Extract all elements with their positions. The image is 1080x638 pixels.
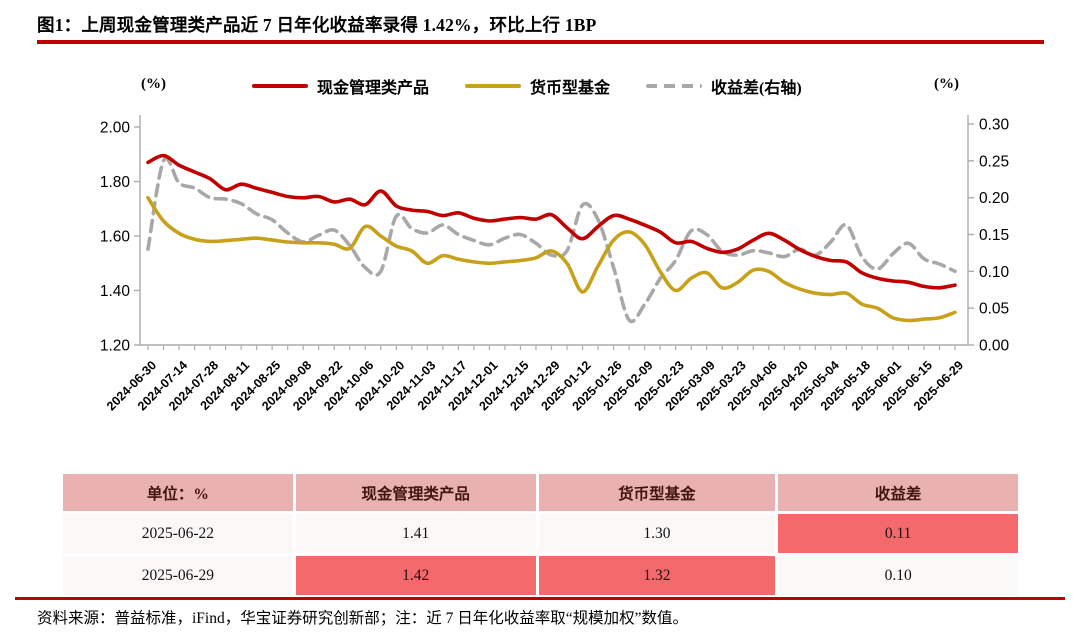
svg-text:2.00: 2.00: [100, 120, 131, 137]
table-header-spread: 收益差: [778, 474, 1018, 511]
svg-text:0.10: 0.10: [979, 264, 1010, 281]
table-header-fund: 货币型基金: [538, 474, 776, 511]
summary-table: 单位：% 现金管理类产品 货币型基金 收益差 2025-06-22 1.41 1…: [63, 474, 1018, 595]
svg-text:0.30: 0.30: [979, 117, 1010, 134]
table-cell-date: 2025-06-29: [63, 556, 293, 595]
footer-divider: [15, 597, 1065, 600]
svg-text:1.40: 1.40: [100, 283, 131, 300]
legend-item-money-funds: 货币型基金: [465, 74, 610, 98]
svg-text:0.00: 0.00: [979, 338, 1010, 355]
legend-label: 收益差(右轴): [711, 80, 802, 97]
chart-legend: 现金管理类产品 货币型基金 收益差(右轴): [252, 74, 802, 98]
line-chart: 2.00 1.80 1.60 1.40 1.20 0.30 0.25 0.20 0.15 0.10…: [100, 115, 1010, 413]
table-cell-value: 0.10: [778, 556, 1018, 595]
gold-line-swatch: [465, 83, 522, 89]
legend-label: 现金管理类产品: [317, 80, 430, 97]
legend-label: 货币型基金: [530, 80, 611, 97]
title-divider: [37, 40, 1044, 44]
left-axis-unit: (%): [141, 76, 166, 92]
table-cell-value: 1.30: [538, 514, 776, 553]
page-title: 图1：上周现金管理类产品近 7 日年化收益率录得 1.42%，环比上行 1BP: [37, 15, 597, 35]
svg-text:0.20: 0.20: [979, 190, 1010, 207]
legend-item-cash-products: 现金管理类产品: [252, 74, 429, 98]
table-cell-value: 1.41: [295, 514, 536, 553]
table-cell-value: 1.42: [295, 556, 536, 595]
table-cell-value: 1.32: [538, 556, 776, 595]
table-cell-value: 0.11: [778, 514, 1018, 553]
red-line-swatch: [252, 83, 308, 89]
right-axis-unit: (%): [934, 76, 959, 92]
svg-text:0.15: 0.15: [979, 227, 1009, 244]
svg-text:1.60: 1.60: [100, 229, 131, 246]
svg-text:0.25: 0.25: [979, 153, 1009, 170]
svg-text:1.80: 1.80: [100, 174, 131, 191]
gray-dashed-swatch: [646, 83, 703, 89]
table-cell-date: 2025-06-22: [63, 514, 293, 553]
legend-item-yield-spread: 收益差(右轴): [646, 74, 802, 98]
source-note: 资料来源：普益标准，iFind，华宝证券研究创新部；注：近 7 日年化收益率取“…: [37, 610, 688, 627]
table-header-cash: 现金管理类产品: [295, 474, 536, 511]
svg-text:0.05: 0.05: [979, 301, 1009, 318]
table-header-unit: 单位：%: [63, 474, 293, 511]
svg-text:1.20: 1.20: [100, 338, 131, 355]
